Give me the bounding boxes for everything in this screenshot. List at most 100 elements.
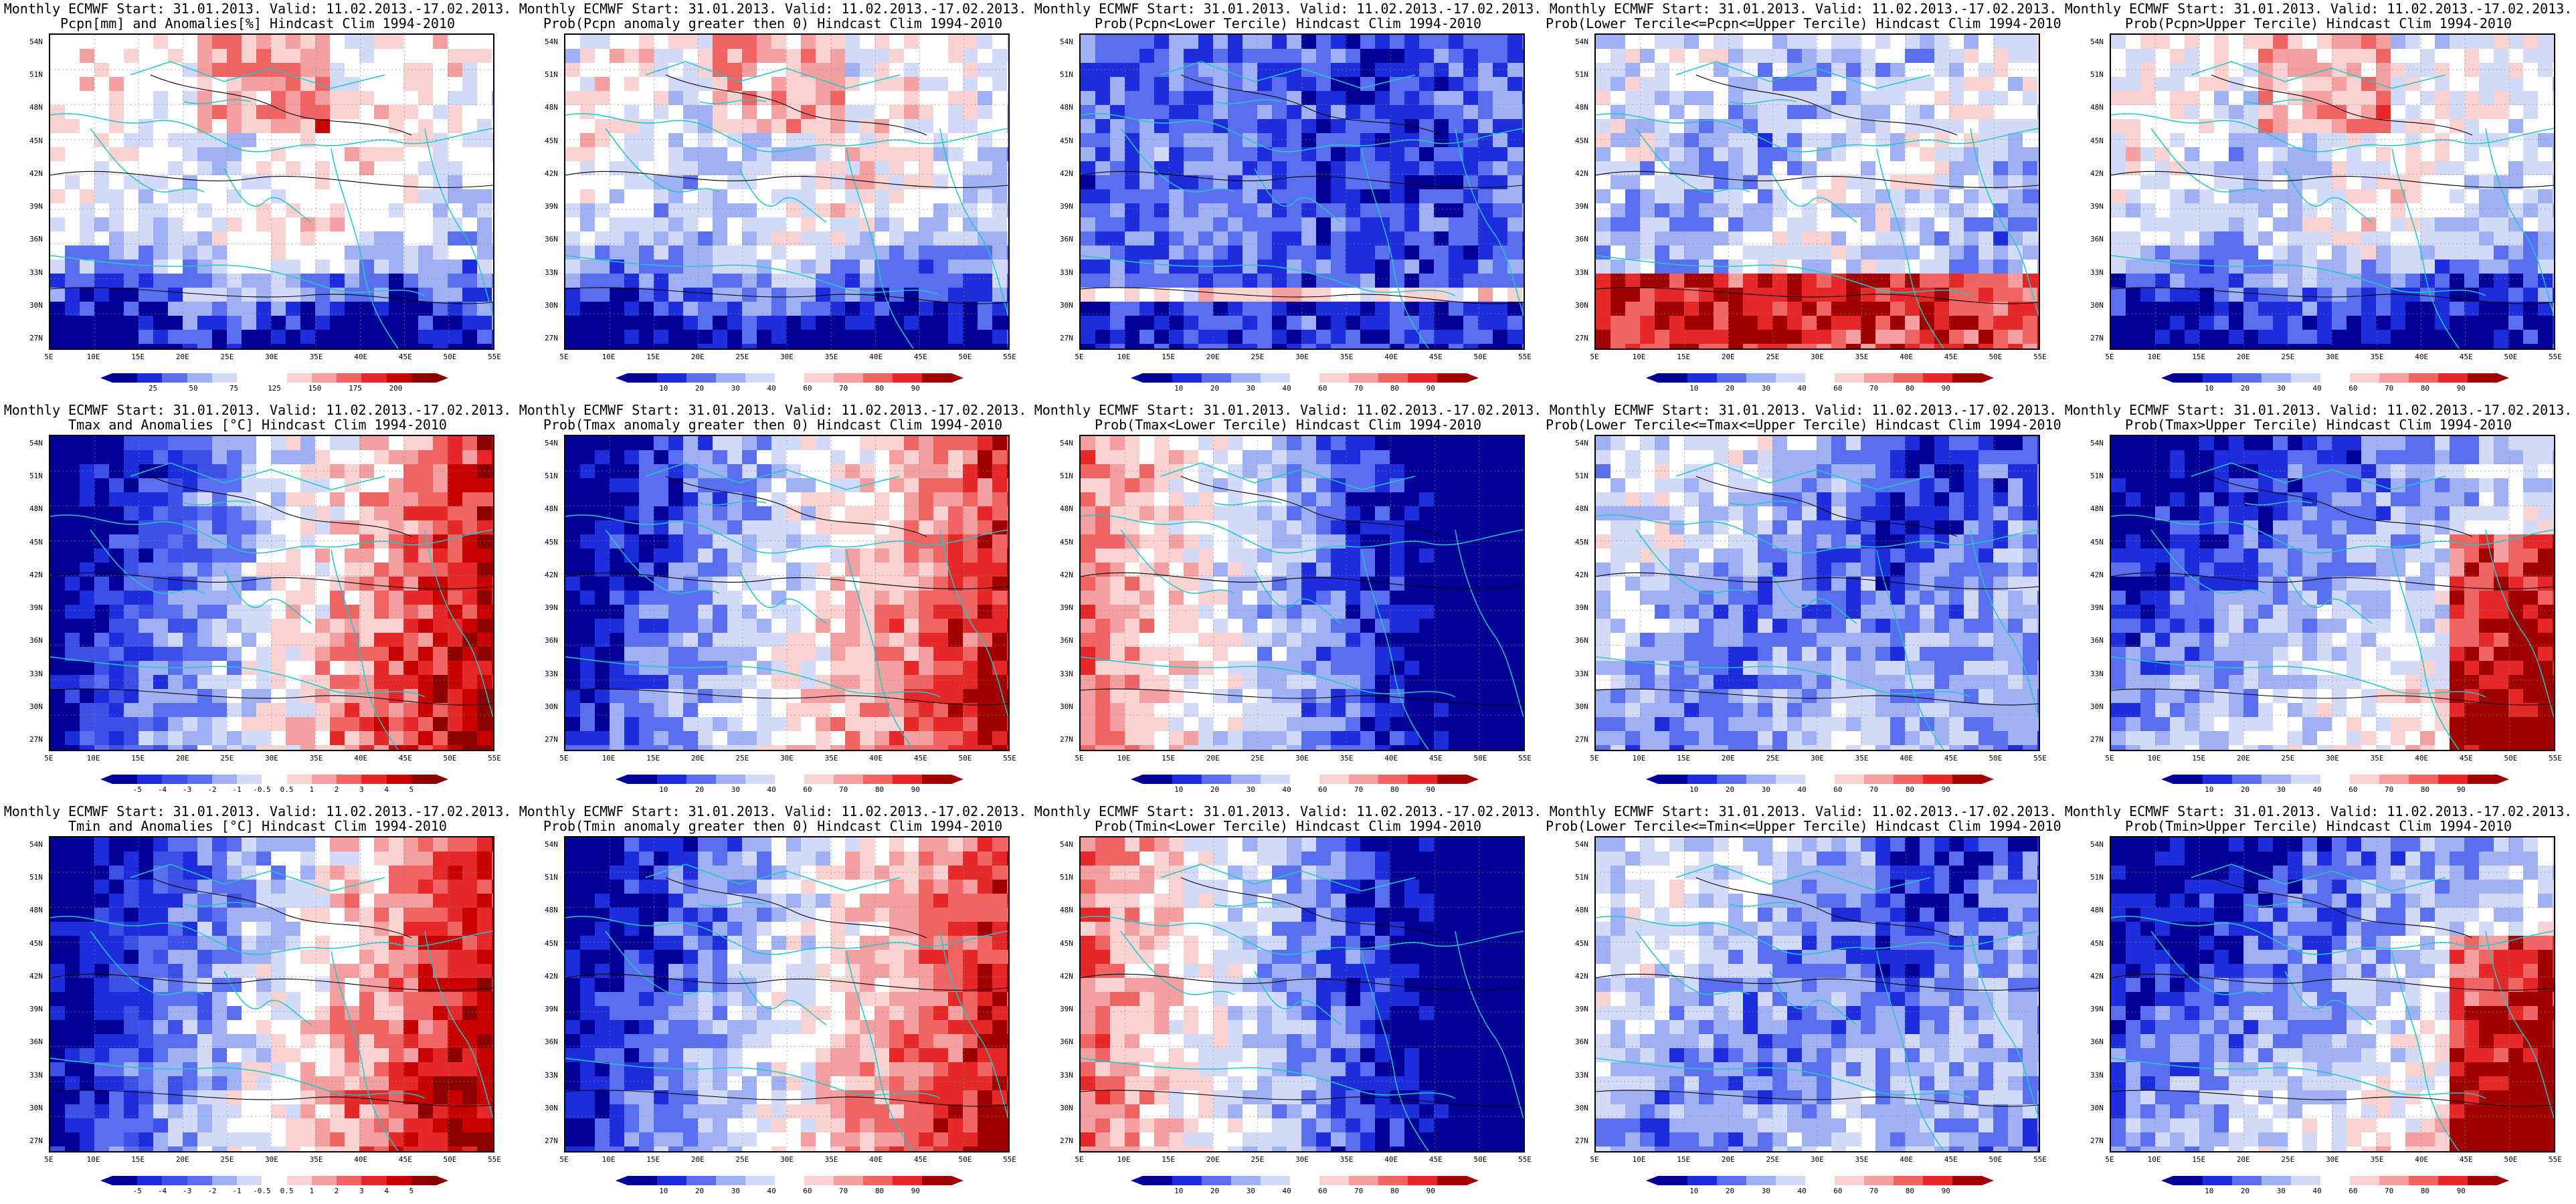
field-cell bbox=[315, 534, 331, 549]
field-cell bbox=[2229, 288, 2244, 302]
field-cell bbox=[610, 288, 625, 302]
field-cell bbox=[1949, 91, 1964, 106]
field-cell bbox=[286, 478, 301, 493]
field-cell bbox=[2023, 288, 2038, 302]
longitude-label: 55E bbox=[488, 353, 501, 361]
field-cell bbox=[2229, 203, 2244, 218]
field-cell bbox=[1817, 133, 1832, 148]
field-cell bbox=[2347, 49, 2362, 64]
field-cell bbox=[624, 534, 640, 549]
field-cell bbox=[2317, 330, 2332, 344]
field-cell bbox=[1817, 49, 1832, 64]
field-cell bbox=[433, 492, 448, 507]
field-cell bbox=[963, 344, 978, 348]
field-cell bbox=[2332, 203, 2347, 218]
field-cell bbox=[286, 563, 301, 577]
colorbar-cell bbox=[411, 373, 437, 383]
field-cell bbox=[1861, 288, 1876, 302]
field-cell bbox=[345, 316, 360, 330]
field-cell bbox=[433, 464, 448, 479]
field-cell bbox=[2464, 133, 2480, 148]
field-cell bbox=[2450, 161, 2465, 176]
field-cell bbox=[359, 288, 375, 302]
field-cell bbox=[816, 217, 831, 232]
field-cell bbox=[1787, 288, 1803, 302]
field-cell bbox=[580, 330, 595, 344]
field-cell bbox=[359, 717, 375, 732]
field-cell bbox=[80, 91, 95, 106]
field-cell bbox=[242, 745, 257, 750]
field-cell bbox=[433, 302, 448, 316]
field-cell bbox=[1301, 161, 1317, 176]
field-cell bbox=[2111, 105, 2126, 120]
colorbar-label: 80 bbox=[1905, 384, 1915, 393]
field-cell bbox=[624, 478, 640, 493]
field-cell bbox=[1154, 161, 1170, 176]
field-cell bbox=[462, 534, 478, 549]
colorbar-label: -2 bbox=[207, 785, 217, 794]
field-cell bbox=[2435, 147, 2450, 162]
field-cell bbox=[389, 717, 404, 732]
field-cell bbox=[197, 105, 213, 120]
field-cell bbox=[477, 63, 492, 78]
field-cell bbox=[1081, 77, 1096, 92]
field-cell bbox=[1890, 133, 1906, 148]
field-cell bbox=[286, 288, 301, 302]
field-cell bbox=[1611, 274, 1626, 288]
field-cell bbox=[1699, 302, 1714, 316]
field-cell bbox=[403, 450, 419, 465]
field-cell bbox=[315, 548, 331, 563]
field-cell bbox=[462, 133, 478, 148]
field-cell bbox=[286, 703, 301, 718]
field-cell bbox=[1287, 133, 1302, 148]
field-cell bbox=[1964, 63, 1979, 78]
field-cell bbox=[448, 534, 463, 549]
field-cell bbox=[1743, 49, 1758, 64]
field-cell bbox=[713, 260, 728, 274]
field-cell bbox=[448, 161, 463, 176]
field-cell bbox=[403, 302, 419, 316]
field-cell bbox=[183, 577, 198, 591]
field-cell bbox=[698, 189, 713, 204]
field-cell bbox=[2288, 288, 2303, 302]
field-cell bbox=[1596, 302, 1611, 316]
field-cell bbox=[1846, 35, 1861, 49]
field-cell bbox=[153, 619, 169, 633]
field-cell bbox=[1184, 217, 1199, 232]
field-cell bbox=[212, 647, 227, 662]
field-cell bbox=[1360, 245, 1376, 260]
field-cell bbox=[698, 436, 713, 451]
field-cell bbox=[2347, 189, 2362, 204]
field-cell bbox=[65, 534, 80, 549]
field-cell bbox=[2420, 63, 2435, 78]
colorbar-label: 60 bbox=[1833, 384, 1843, 393]
field-cell bbox=[1861, 147, 1876, 162]
field-cell bbox=[845, 274, 860, 288]
field-cell bbox=[860, 147, 875, 162]
field-cell bbox=[698, 35, 713, 49]
field-cell bbox=[2479, 105, 2494, 120]
field-cell bbox=[256, 548, 272, 563]
field-cell bbox=[595, 77, 610, 92]
field-cell bbox=[1360, 49, 1376, 64]
field-cell bbox=[315, 506, 331, 521]
field-cell bbox=[1522, 35, 1524, 49]
field-cell bbox=[1360, 288, 1376, 302]
field-cell bbox=[2288, 147, 2303, 162]
field-cell bbox=[492, 105, 493, 120]
field-cell bbox=[1979, 35, 1994, 49]
field-cell bbox=[1934, 77, 1950, 92]
field-cell bbox=[433, 245, 448, 260]
field-cell bbox=[94, 260, 110, 274]
longitude-label: 30E bbox=[780, 353, 794, 361]
field-cell bbox=[345, 77, 360, 92]
field-cell bbox=[1228, 217, 1243, 232]
field-cell bbox=[227, 231, 242, 246]
field-cell bbox=[1699, 161, 1714, 176]
field-cell bbox=[801, 520, 816, 535]
field-cell bbox=[1979, 330, 1994, 344]
field-cell bbox=[1198, 231, 1214, 246]
field-cell bbox=[139, 288, 154, 302]
field-cell bbox=[624, 217, 640, 232]
field-cell bbox=[212, 175, 227, 190]
